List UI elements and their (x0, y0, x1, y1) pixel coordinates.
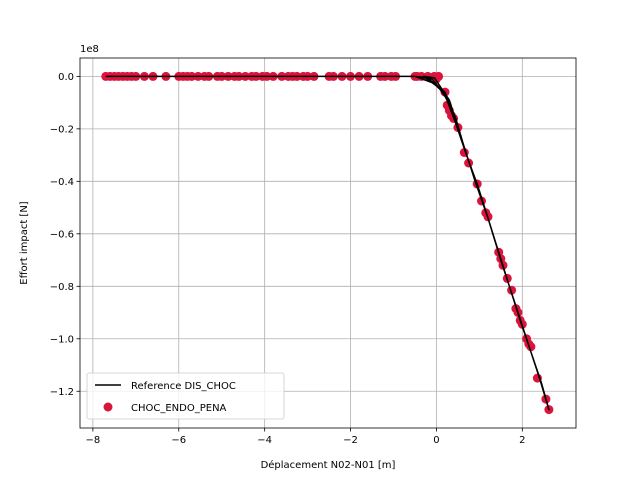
y-offset-label: 1e8 (80, 44, 99, 55)
x-tick-label: 2 (519, 435, 525, 446)
x-axis-ticks: −8 −6 −4 −2 0 2 (86, 428, 526, 446)
legend-marker-swatch (103, 402, 113, 412)
y-axis-ticks: 0.0 −0.2 −0.4 −0.6 −0.8 −1.0 −1.2 (50, 72, 80, 398)
legend-box (86, 372, 285, 420)
legend-label-reference: Reference DIS_CHOC (131, 381, 236, 392)
y-axis-label: Effort impact [N] (19, 201, 30, 285)
y-tick-label: −0.2 (50, 124, 74, 135)
legend: Reference DIS_CHOC CHOC_ENDO_PENA (86, 372, 285, 420)
x-axis-label: Déplacement N02-N01 [m] (261, 459, 396, 471)
y-tick-label: −0.4 (50, 177, 74, 188)
series-line-reference (105, 75, 550, 411)
x-tick-label: −8 (86, 435, 101, 446)
y-tick-label: 0.0 (58, 72, 74, 83)
y-tick-label: −1.2 (50, 387, 74, 398)
x-tick-label: −2 (343, 435, 358, 446)
x-tick-label: 0 (433, 435, 439, 446)
x-tick-label: −6 (171, 435, 186, 446)
x-tick-label: −4 (257, 435, 272, 446)
y-tick-label: −1.0 (50, 334, 74, 345)
y-tick-label: −0.6 (50, 229, 74, 240)
axes-frame (79, 57, 577, 429)
y-tick-label: −0.8 (50, 282, 74, 293)
plot-area (101, 71, 554, 415)
legend-label-choc-endo-pena: CHOC_ENDO_PENA (131, 403, 227, 414)
